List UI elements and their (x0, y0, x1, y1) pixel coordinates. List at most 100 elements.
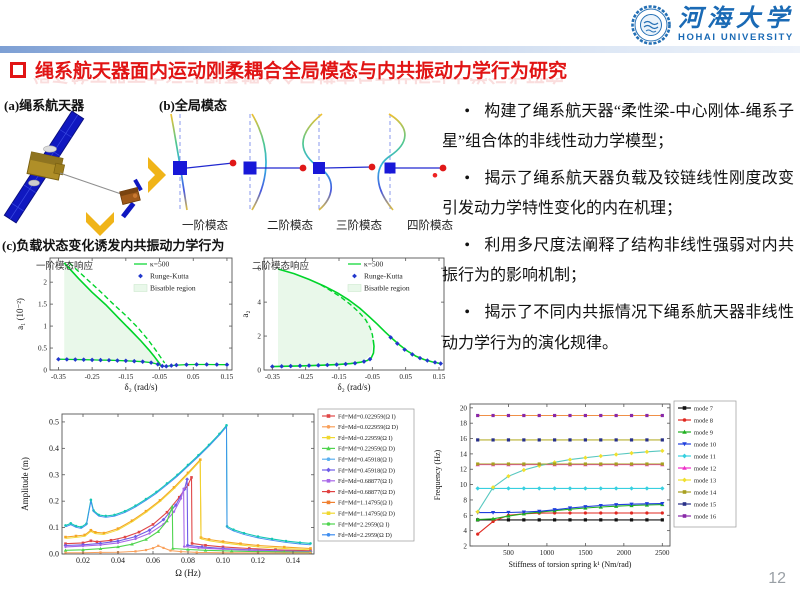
mode1-label: 一阶模态 (182, 220, 228, 232)
svg-text:mode 8: mode 8 (694, 417, 713, 424)
svg-text:Runge-Kutta: Runge-Kutta (364, 271, 403, 280)
svg-text:Fd=Md=0.45918(Ω I): Fd=Md=0.45918(Ω I) (338, 457, 393, 464)
svg-text:-0.15: -0.15 (118, 373, 133, 381)
page-number: 12 (768, 570, 786, 587)
global-modes-diagram (170, 113, 447, 211)
panel-a-label: (a)绳系航天器 (4, 98, 85, 113)
hohai-emblem-icon (631, 5, 671, 45)
bullet-item: 揭示了绳系航天器负载及铰链线性刚度改变引发动力学特性变化的内在机理； (442, 164, 794, 224)
svg-text:-0.25: -0.25 (85, 373, 100, 381)
svg-text:δ₂ (rad/s): δ₂ (rad/s) (337, 382, 370, 392)
svg-text:1000: 1000 (540, 549, 555, 557)
bullet-item: 构建了绳系航天器“柔性梁-中心刚体-绳系子星”组合体的非线性动力学模型； (442, 97, 794, 157)
svg-text:Fd=Md=0.68877(Ω I): Fd=Md=0.68877(Ω I) (338, 478, 393, 485)
svg-text:mode 11: mode 11 (694, 453, 716, 460)
svg-text:6: 6 (257, 265, 261, 273)
svg-text:Fd=Md=0.45918(Ω D): Fd=Md=0.45918(Ω D) (338, 467, 395, 474)
stray-red-dot: • (432, 166, 438, 185)
svg-text:mode 15: mode 15 (694, 501, 716, 508)
svg-text:0.08: 0.08 (181, 556, 195, 565)
svg-text:0.12: 0.12 (251, 556, 265, 565)
svg-text:Fd=Md=0.022959(Ω D): Fd=Md=0.022959(Ω D) (338, 424, 398, 431)
svg-text:2: 2 (257, 333, 261, 341)
svg-text:0.05: 0.05 (187, 373, 200, 381)
svg-text:-0.35: -0.35 (265, 373, 280, 381)
svg-text:-0.05: -0.05 (365, 373, 380, 381)
svg-text:Fd=Md=1.14795(Ω D): Fd=Md=1.14795(Ω D) (338, 511, 395, 518)
svg-text:mode 7: mode 7 (694, 405, 714, 412)
arrow-right-icon (148, 157, 166, 193)
svg-text:14: 14 (460, 450, 468, 458)
university-logo: 河海大学 HOHAI UNIVERSITY (630, 4, 794, 46)
svg-text:12: 12 (460, 466, 468, 474)
svg-text:Fd=Md=0.22959(Ω I): Fd=Md=0.22959(Ω I) (338, 435, 393, 442)
svg-text:二阶模态响应: 二阶模态响应 (252, 260, 310, 272)
svg-text:0.10: 0.10 (216, 556, 230, 565)
svg-text:0.15: 0.15 (221, 373, 234, 381)
svg-text:Frequency (Hz): Frequency (Hz) (433, 449, 442, 500)
svg-text:Bisatble region: Bisatble region (150, 283, 196, 292)
first-mode-response-chart: -0.35 -0.25 -0.15 -0.05 0.05 0.15 0 0.5 1 1.5 2 δ₂ … (15, 257, 234, 392)
svg-text:一阶模态响应: 一阶模态响应 (36, 260, 94, 272)
svg-text:κ=500: κ=500 (150, 259, 170, 268)
svg-text:mode 12: mode 12 (694, 465, 716, 472)
svg-text:0.15: 0.15 (433, 373, 446, 381)
slide-title-row: 绳系航天器面内运动刚柔耦合全局模态与内共振动力学行为研究 (10, 56, 567, 83)
title-bullet-square-icon (10, 61, 26, 78)
svg-text:500: 500 (503, 549, 514, 557)
svg-text:2000: 2000 (617, 549, 632, 557)
svg-text:mode 13: mode 13 (694, 477, 716, 484)
svg-text:Runge-Kutta: Runge-Kutta (150, 271, 189, 280)
svg-text:0: 0 (43, 367, 47, 375)
svg-text:0: 0 (257, 367, 261, 375)
svg-text:Fd=Md=1.14795(Ω I): Fd=Md=1.14795(Ω I) (338, 500, 393, 507)
svg-text:-0.05: -0.05 (152, 373, 167, 381)
svg-text:18: 18 (460, 420, 468, 428)
svg-text:Bisatble region: Bisatble region (364, 283, 410, 292)
bullet-item: 利用多尺度法阐释了结构非线性强弱对内共振行为的影响机制； (442, 231, 794, 291)
svg-text:a₂: a₂ (240, 310, 250, 317)
svg-text:0.2: 0.2 (49, 497, 59, 506)
svg-text:Fd=Md=2.2959(Ω D): Fd=Md=2.2959(Ω D) (338, 532, 392, 539)
svg-text:2: 2 (43, 279, 47, 287)
svg-text:0.1: 0.1 (49, 523, 59, 532)
svg-text:0.5: 0.5 (49, 417, 59, 426)
tethered-spacecraft-illustration (3, 110, 166, 236)
panel-c-label: (c)负载状态变化诱发内共振动力学行为 (2, 238, 225, 253)
svg-text:0.04: 0.04 (111, 556, 125, 565)
title-reflection: 绳系航天器面内运动刚柔耦合全局模态与内共振动力学行为研究 (32, 78, 564, 89)
amplitude-frequency-chart: 0.02 0.04 0.06 0.08 0.10 0.12 0.14 0.0 0.1 0.2 0.3… (20, 408, 415, 578)
svg-text:1.5: 1.5 (38, 301, 47, 309)
university-name-cn: 河海大学 (678, 6, 794, 33)
svg-text:-0.25: -0.25 (298, 373, 313, 381)
bullet-item: 揭示了不同内共振情况下绳系航天器非线性动力学行为的演化规律。 (442, 298, 794, 358)
svg-text:0.05: 0.05 (399, 373, 412, 381)
svg-text:0.0: 0.0 (49, 550, 59, 559)
svg-text:2: 2 (463, 543, 467, 551)
header-divider (0, 46, 800, 53)
svg-text:0.02: 0.02 (76, 556, 90, 565)
svg-text:1: 1 (43, 323, 47, 331)
mode2-label: 二阶模态 (267, 220, 313, 232)
frequency-stiffness-chart: 500 1000 1500 2000 2500 2 4 6 8 10 12 14 16 18 20 Stiff… (433, 400, 737, 569)
svg-text:mode 10: mode 10 (694, 441, 716, 448)
svg-text:0.5: 0.5 (38, 345, 47, 353)
svg-text:2500: 2500 (655, 549, 670, 557)
svg-text:0.14: 0.14 (286, 556, 300, 565)
arrow-down-icon (86, 212, 114, 236)
panel-b-label: (b)全局模态 (159, 98, 227, 113)
svg-text:κ=500: κ=500 (364, 259, 384, 268)
svg-text:Fd=Md=0.022959(Ω I): Fd=Md=0.022959(Ω I) (338, 413, 396, 420)
svg-text:4: 4 (257, 299, 261, 307)
svg-text:16: 16 (460, 435, 468, 443)
svg-text:0.3: 0.3 (49, 470, 59, 479)
university-name-en: HOHAI UNIVERSITY (678, 32, 794, 44)
svg-text:mode 9: mode 9 (694, 429, 713, 436)
svg-text:Fd=Md=2.2959(Ω I): Fd=Md=2.2959(Ω I) (338, 521, 389, 528)
svg-text:mode 16: mode 16 (694, 513, 716, 520)
svg-text:Fd=Md=0.22959(Ω D): Fd=Md=0.22959(Ω D) (338, 446, 395, 453)
svg-text:1500: 1500 (578, 549, 593, 557)
svg-text:4: 4 (463, 527, 467, 535)
svg-text:δ₂ (rad/s): δ₂ (rad/s) (124, 382, 157, 392)
